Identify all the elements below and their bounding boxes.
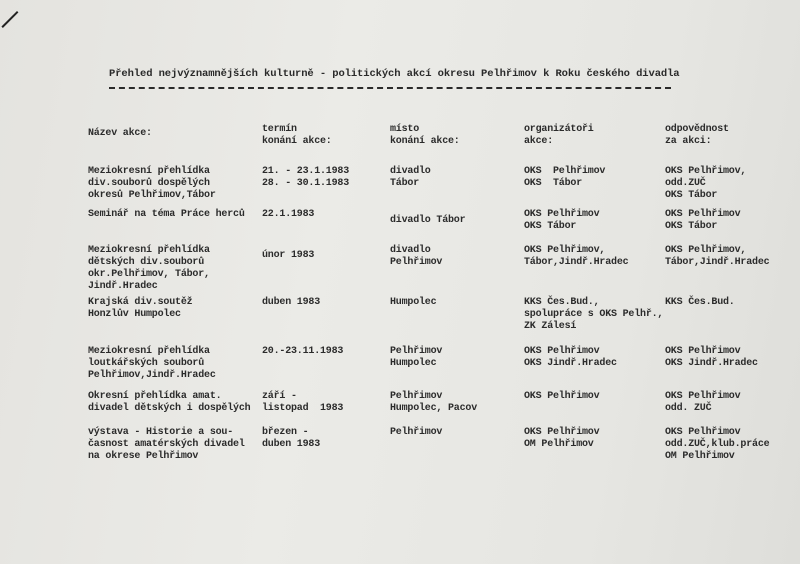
event-responsible: OKS Pelhřimov odd.ZUČ,klub.práce OM Pelh… (665, 427, 770, 462)
title-underline (109, 87, 671, 89)
event-name: Meziokresní přehlídka div.souborů dospěl… (88, 166, 216, 201)
event-place: Humpolec (390, 297, 437, 308)
event-date: 22.1.1983 (262, 209, 315, 220)
event-date: duben 1983 (262, 297, 321, 308)
event-place: divadlo Tábor (390, 215, 466, 226)
event-responsible: OKS Pelhřimov OKS Jindř.Hradec (665, 346, 758, 369)
event-responsible: OKS Pelhřimov OKS Tábor (665, 209, 741, 232)
event-place: Pelhřimov (390, 427, 443, 438)
event-name: výstava - Historie a sou- časnost amatér… (88, 427, 245, 462)
column-header-event-responsible: odpovědnost za akci: (665, 124, 729, 147)
event-date: 20.-23.11.1983 (262, 346, 344, 357)
column-header-event-place: místo konání akce: (390, 124, 460, 147)
event-date: březen - duben 1983 (262, 427, 321, 450)
event-organizer: KKS Čes.Bud., spolupráce s OKS Pelhř., Z… (524, 297, 664, 332)
event-organizer: OKS Pelhřimov OKS Jindř.Hradec (524, 346, 617, 369)
staple (1, 11, 19, 28)
event-organizer: OKS Pelhřimov (524, 391, 600, 402)
event-date: únor 1983 (262, 250, 315, 261)
event-organizer: OKS Pelhřimov OKS Tábor (524, 166, 606, 189)
event-responsible: KKS Čes.Bud. (665, 297, 735, 308)
event-responsible: OKS Pelhřimov, Tábor,Jindř.Hradec (665, 245, 770, 268)
column-header-event-name: Název akce: (88, 128, 152, 139)
column-header-event-date: termín konání akce: (262, 124, 332, 147)
event-name: Meziokresní přehlídka dětských div.soubo… (88, 245, 210, 292)
event-name: Okresní přehlídka amat. divadel dětských… (88, 391, 251, 414)
event-name: Seminář na téma Práce herců (88, 209, 245, 220)
event-date: září - listopad 1983 (262, 391, 344, 414)
event-organizer: OKS Pelhřimov OM Pelhřimov (524, 427, 600, 450)
event-organizer: OKS Pelhřimov OKS Tábor (524, 209, 600, 232)
event-responsible: OKS Pelhřimov, odd.ZUČ OKS Tábor (665, 166, 747, 201)
event-place: Pelhřimov Humpolec (390, 346, 443, 369)
document-title: Přehled nejvýznamnějších kulturně - poli… (109, 68, 680, 80)
event-name: Meziokresní přehlídka loutkářských soubo… (88, 346, 216, 381)
event-organizer: OKS Pelhřimov, Tábor,Jindř.Hradec (524, 245, 629, 268)
event-responsible: OKS Pelhřimov odd. ZUČ (665, 391, 741, 414)
event-place: Pelhřimov Humpolec, Pacov (390, 391, 478, 414)
event-place: divadlo Tábor (390, 166, 431, 189)
column-header-event-organizer: organizátoři akce: (524, 124, 594, 147)
event-place: divadlo Pelhřimov (390, 245, 443, 268)
event-name: Krajská div.soutěž Honzlův Humpolec (88, 297, 193, 320)
event-date: 21. - 23.1.1983 28. - 30.1.1983 (262, 166, 350, 189)
